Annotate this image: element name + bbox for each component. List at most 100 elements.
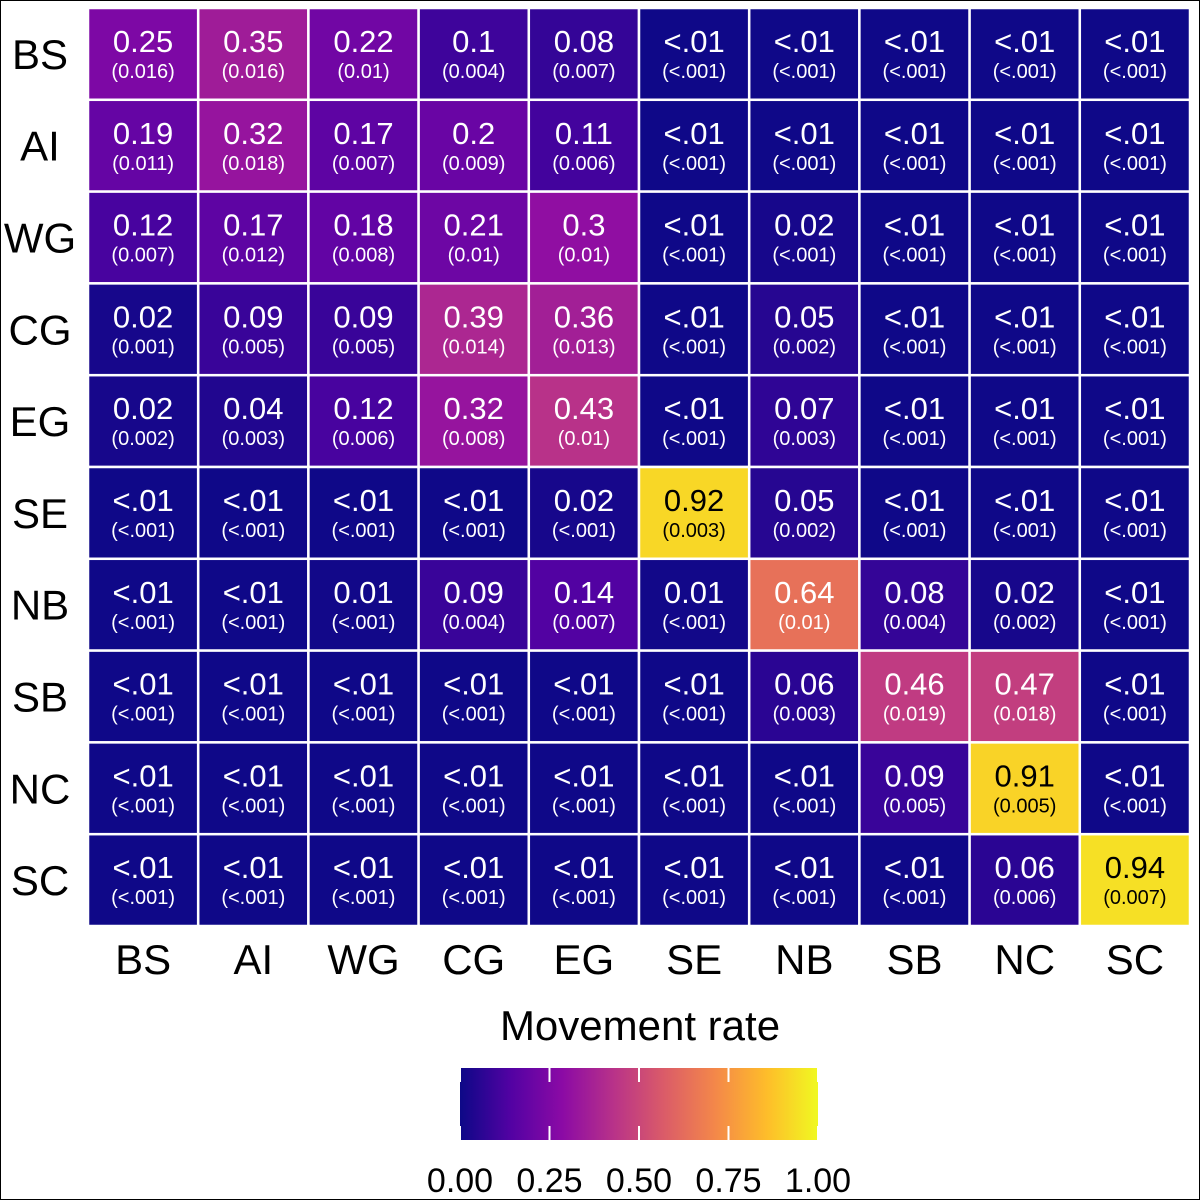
- cell-value-label: 0.02: [113, 299, 173, 334]
- cell-se-label: (<.001): [221, 520, 285, 542]
- legend-title: Movement rate: [500, 1002, 780, 1049]
- cell-se-label: (0.013): [552, 336, 615, 358]
- cell-value-label: <.01: [884, 208, 945, 243]
- heatmap-cell: <.01(<.001): [86, 649, 200, 744]
- heatmap-cell: 0.92(0.003): [637, 465, 751, 561]
- cell-se-label: (<.001): [332, 887, 396, 909]
- cell-se-label: (0.004): [442, 61, 505, 83]
- heatmap-cell-rect: [417, 465, 531, 561]
- heatmap-cell: <.01(<.001): [1078, 465, 1192, 561]
- heatmap-cell-rect: [417, 373, 531, 469]
- heatmap-cell-rect: [307, 557, 420, 652]
- heatmap-cell: <.01(<.001): [196, 557, 310, 652]
- heatmap-cell-rect: [307, 465, 420, 561]
- heatmap-cell: 0.36(0.013): [527, 282, 641, 377]
- cell-se-label: (0.003): [773, 704, 836, 726]
- cell-value-label: 0.02: [774, 208, 834, 243]
- heatmap-cell: 0.01(<.001): [307, 557, 420, 652]
- heatmap-cell: 0.02(0.002): [968, 557, 1082, 652]
- heatmap-cell: 0.43(0.01): [527, 373, 641, 469]
- cell-value-label: 0.02: [554, 483, 614, 518]
- cell-se-label: (<.001): [662, 612, 726, 634]
- heatmap-cell-rect: [637, 741, 751, 836]
- cell-se-label: (0.003): [773, 428, 836, 450]
- heatmap-cell: 0.06(0.006): [968, 832, 1082, 928]
- cell-se-label: (<.001): [1103, 520, 1167, 542]
- cell-se-label: (<.001): [332, 704, 396, 726]
- heatmap-cell: <.01(<.001): [86, 465, 200, 561]
- heatmap-cell-rect: [1078, 373, 1192, 469]
- cell-se-label: (<.001): [993, 153, 1057, 175]
- y-tick-label: SE: [12, 490, 68, 537]
- heatmap-cell: 0.01(<.001): [637, 557, 751, 652]
- cell-value-label: <.01: [1104, 24, 1165, 59]
- cell-value-label: <.01: [1104, 391, 1165, 426]
- cell-value-label: 0.25: [113, 24, 173, 59]
- cell-value-label: <.01: [663, 758, 724, 793]
- heatmap-cell: <.01(<.001): [196, 465, 310, 561]
- cell-value-label: <.01: [663, 667, 724, 702]
- cell-value-label: 0.19: [113, 116, 173, 151]
- heatmap-cell: 0.05(0.002): [747, 465, 861, 561]
- heatmap-cell: <.01(<.001): [307, 832, 420, 928]
- cell-se-label: (<.001): [993, 245, 1057, 267]
- cell-se-label: (0.012): [222, 245, 285, 267]
- heatmap-cell-rect: [417, 741, 531, 836]
- heatmap-cell: 0.21(0.01): [417, 190, 531, 285]
- heatmap-cell-rect: [968, 373, 1082, 469]
- cell-value-label: <.01: [223, 850, 284, 885]
- cell-value-label: 0.14: [554, 575, 614, 610]
- cell-value-label: <.01: [223, 667, 284, 702]
- heatmap-cell-rect: [637, 373, 751, 469]
- cell-value-label: <.01: [1104, 116, 1165, 151]
- heatmap-cell: <.01(<.001): [858, 282, 971, 377]
- heatmap-cell-rect: [307, 649, 420, 744]
- heatmap-cell: <.01(<.001): [527, 832, 641, 928]
- heatmap-cell: <.01(<.001): [417, 465, 531, 561]
- x-tick-label: NC: [994, 936, 1055, 983]
- heatmap-cell-rect: [1078, 465, 1192, 561]
- cell-value-label: 0.35: [223, 24, 283, 59]
- cell-value-label: <.01: [112, 575, 173, 610]
- cell-se-label: (0.002): [993, 612, 1056, 634]
- heatmap-cell: <.01(<.001): [747, 98, 861, 193]
- cell-se-label: (0.016): [111, 61, 174, 83]
- heatmap-cell-rect: [968, 557, 1082, 652]
- heatmap-cell-rect: [747, 741, 861, 836]
- heatmap-cell-rect: [1078, 98, 1192, 193]
- cell-se-label: (0.001): [111, 336, 174, 358]
- cell-se-label: (<.001): [332, 520, 396, 542]
- heatmap-cell: <.01(<.001): [968, 282, 1082, 377]
- heatmap-cell: <.01(<.001): [637, 741, 751, 836]
- cell-se-label: (<.001): [221, 795, 285, 817]
- y-tick-label: SC: [11, 857, 69, 904]
- heatmap-cell-rect: [307, 741, 420, 836]
- heatmap-cell: 0.94(0.007): [1078, 832, 1192, 928]
- y-tick-label: NB: [11, 582, 69, 629]
- cell-se-label: (0.007): [332, 153, 395, 175]
- cell-value-label: <.01: [223, 483, 284, 518]
- cell-se-label: (0.002): [111, 428, 174, 450]
- cell-se-label: (<.001): [662, 795, 726, 817]
- heatmap-cell: <.01(<.001): [858, 373, 971, 469]
- heatmap-cell-rect: [527, 6, 641, 102]
- heatmap-cell-rect: [196, 465, 310, 561]
- heatmap-cell: 0.02(0.002): [86, 373, 200, 469]
- heatmap-cell: 0.02(<.001): [747, 190, 861, 285]
- cell-value-label: <.01: [223, 575, 284, 610]
- heatmap-cell: <.01(<.001): [86, 832, 200, 928]
- heatmap-cell: <.01(<.001): [968, 465, 1082, 561]
- heatmap-cell-rect: [527, 465, 641, 561]
- cell-se-label: (<.001): [993, 336, 1057, 358]
- heatmap-cell: 0.46(0.019): [858, 649, 971, 744]
- cell-se-label: (<.001): [552, 520, 616, 542]
- legend-tick-label: 0.75: [695, 1162, 761, 1200]
- heatmap-cell-rect: [86, 190, 200, 285]
- cell-se-label: (0.005): [993, 795, 1056, 817]
- heatmap-cell-rect: [527, 98, 641, 193]
- cell-se-label: (<.001): [883, 153, 947, 175]
- cell-value-label: <.01: [333, 850, 394, 885]
- cell-se-label: (<.001): [662, 704, 726, 726]
- heatmap-cell: <.01(<.001): [307, 649, 420, 744]
